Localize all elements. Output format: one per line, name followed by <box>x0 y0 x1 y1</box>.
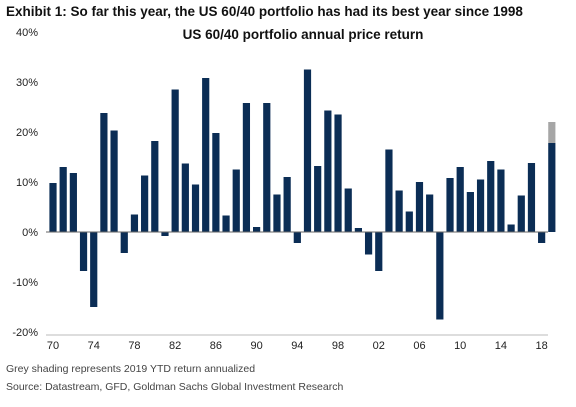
exhibit-title: Exhibit 1: So far this year, the US 60/4… <box>6 4 523 19</box>
bar-1980 <box>151 141 159 232</box>
bar-1986 <box>212 133 220 232</box>
y-tick-label: 40% <box>16 27 38 39</box>
y-tick-label: 20% <box>16 127 38 139</box>
bar-2008 <box>436 232 444 320</box>
y-tick-label: 0% <box>22 227 38 239</box>
bar-2002 <box>375 232 383 271</box>
x-tick-label: 10 <box>454 340 466 352</box>
x-tick-label: 06 <box>413 340 425 352</box>
bar-1999 <box>344 188 352 232</box>
x-tick-label: 78 <box>128 340 140 352</box>
bar-2019 <box>548 143 556 232</box>
bar-1976 <box>110 130 118 232</box>
bar-1982 <box>171 89 179 232</box>
bar-2000 <box>354 228 362 232</box>
x-tick-label: 82 <box>169 340 181 352</box>
bar-1991 <box>263 103 271 232</box>
bar-1998 <box>334 114 342 232</box>
bar-2006 <box>415 182 424 232</box>
bar-1992 <box>273 194 281 232</box>
bar-1990 <box>253 227 261 232</box>
bar-1989 <box>242 103 251 232</box>
bar-2001 <box>364 232 373 255</box>
grey-shading-note: Grey shading represents 2019 YTD return … <box>6 363 256 375</box>
x-tick-label: 74 <box>88 340 100 352</box>
bar-1987 <box>222 215 230 232</box>
bar-2010 <box>456 167 464 232</box>
y-tick-label: -10% <box>12 277 38 289</box>
bar-2014 <box>497 169 505 232</box>
x-tick-label: 02 <box>373 340 385 352</box>
y-tick-label: 30% <box>16 77 38 89</box>
x-tick-label: 86 <box>210 340 222 352</box>
bar-1981 <box>161 232 169 236</box>
bar-2012 <box>476 179 485 232</box>
bar-1977 <box>120 232 128 253</box>
bar-1983 <box>181 163 189 232</box>
bar-1972 <box>69 173 77 232</box>
bar-2007 <box>426 194 434 232</box>
bar-1994 <box>293 232 301 243</box>
y-tick-label: 10% <box>16 177 38 189</box>
x-tick-label: 98 <box>332 340 344 352</box>
bar-1995 <box>303 69 312 232</box>
bar-2011 <box>466 192 474 232</box>
y-tick-label: -20% <box>12 327 38 339</box>
bar-1984 <box>191 184 200 232</box>
x-tick-label: 14 <box>495 340 507 352</box>
x-tick-label: 70 <box>47 340 59 352</box>
bar-1997 <box>324 110 332 232</box>
x-tick-label: 18 <box>536 340 548 352</box>
chart-title: US 60/40 portfolio annual price return <box>182 27 424 42</box>
x-tick-label: 94 <box>291 340 303 352</box>
bar-1978 <box>130 214 139 232</box>
bar-1985 <box>202 78 210 232</box>
bar-1970 <box>49 183 57 232</box>
bar-2017 <box>527 163 536 232</box>
bar-2016 <box>517 195 525 232</box>
bar-1974 <box>90 232 98 307</box>
bar-2005 <box>405 211 413 232</box>
x-tick-label: 90 <box>250 340 262 352</box>
bar-1996 <box>314 166 322 232</box>
bar-1973 <box>79 232 88 271</box>
bar-2003 <box>385 149 393 232</box>
bar-2018 <box>538 232 546 243</box>
bar-2013 <box>487 161 495 232</box>
bar-1979 <box>141 175 149 232</box>
bar-1975 <box>100 113 108 232</box>
bar-1988 <box>232 169 240 232</box>
source-note: Source: Datastream, GFD, Goldman Sachs G… <box>6 381 344 393</box>
bar-2015 <box>507 224 515 232</box>
bar-2019-annualized <box>548 122 556 143</box>
bar-1993 <box>283 177 291 232</box>
bar-2009 <box>446 178 454 232</box>
bar-2004 <box>395 190 403 232</box>
bar-1971 <box>59 167 67 232</box>
